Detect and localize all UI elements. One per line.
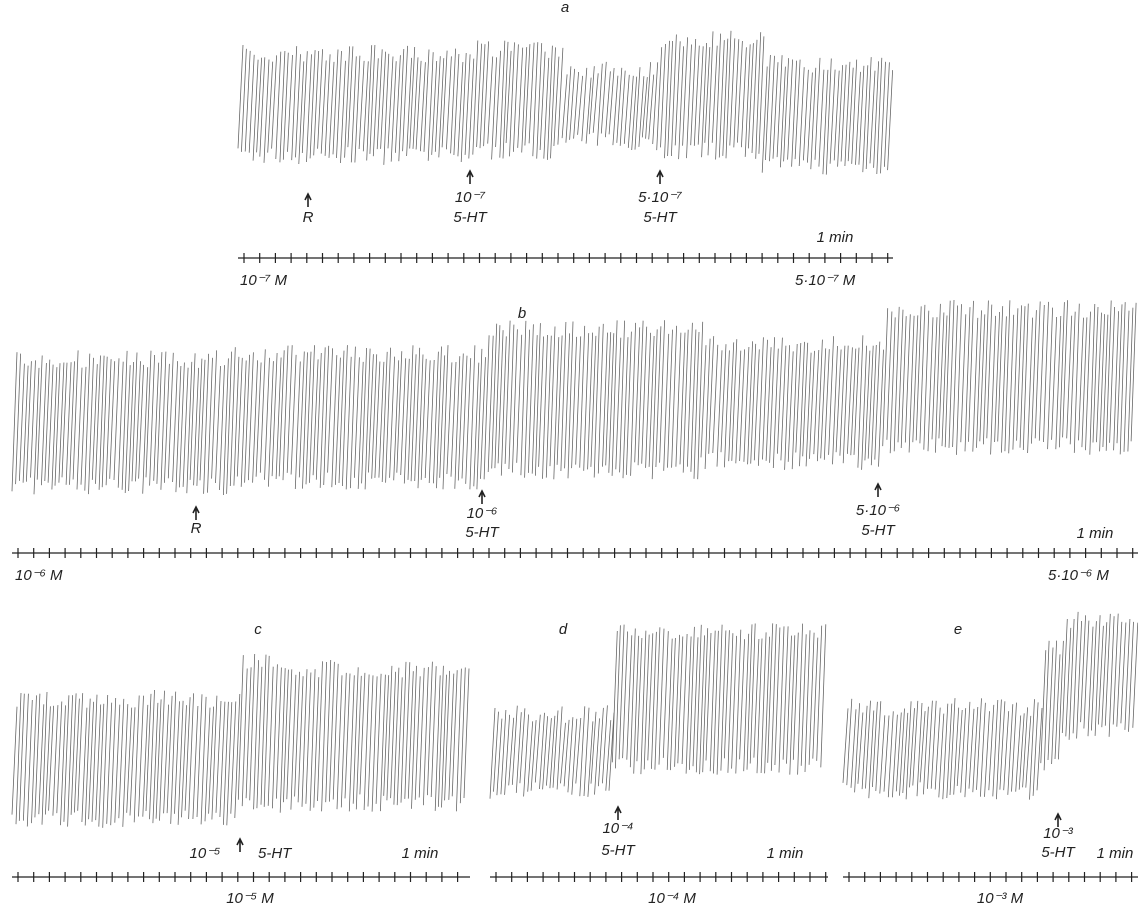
marker-label: 5-HT	[258, 845, 293, 862]
marker-label: 5-HT	[861, 522, 896, 539]
marker-label: 10⁻⁶	[467, 505, 498, 522]
panel-label: c	[254, 621, 262, 638]
arrow	[479, 491, 485, 504]
panel-label: d	[559, 621, 568, 638]
marker-label: 5-HT	[643, 209, 678, 226]
trace	[12, 654, 469, 828]
concentration-label: 10⁻⁶ M	[15, 567, 63, 584]
concentration-label: 10⁻⁴ M	[648, 890, 696, 907]
marker-label: 10⁻³	[1043, 825, 1074, 842]
figure: a R 10⁻⁷ 5-HT 5·10⁻⁷ 5-HT 1 min 10⁻⁷ M 5·10⁻⁷ M b…	[0, 0, 1138, 917]
panel-label: a	[561, 0, 569, 16]
time-label: 1 min	[767, 845, 804, 862]
time-label: 1 min	[817, 229, 854, 246]
panel-label: b	[518, 305, 526, 322]
arrow	[875, 484, 881, 497]
concentration-label: 5·10⁻⁷ M	[795, 272, 856, 289]
trace	[12, 300, 1136, 495]
arrow	[615, 807, 621, 820]
marker-label: 5-HT	[465, 524, 500, 541]
marker-label: 5-HT	[601, 842, 636, 859]
trace	[490, 623, 826, 798]
arrow	[193, 507, 199, 520]
concentration-label: 10⁻⁷ M	[240, 272, 287, 289]
marker-label: 10⁻⁵	[190, 845, 221, 862]
arrow	[657, 171, 663, 184]
trace	[843, 612, 1138, 800]
arrow	[305, 194, 311, 207]
concentration-label: 10⁻³ M	[977, 890, 1024, 907]
time-label: 1 min	[402, 845, 439, 862]
marker-label: 10⁻⁷	[455, 189, 486, 206]
time-label: 1 min	[1077, 525, 1114, 542]
marker-label: 5·10⁻⁷	[638, 189, 682, 206]
panel-label: e	[954, 621, 962, 638]
trace	[238, 31, 893, 175]
arrow	[467, 171, 473, 184]
marker-label: 5-HT	[453, 209, 488, 226]
concentration-label: 10⁻⁵ M	[226, 890, 274, 907]
marker-label: 10⁻⁴	[602, 820, 633, 837]
arrow	[237, 839, 243, 852]
marker-label: 5·10⁻⁶	[856, 502, 900, 519]
time-label: 1 min	[1097, 845, 1134, 862]
concentration-label: 5·10⁻⁶ M	[1048, 567, 1109, 584]
marker-label: R	[191, 520, 202, 537]
marker-label: R	[303, 209, 314, 226]
marker-label: 5-HT	[1041, 844, 1076, 861]
